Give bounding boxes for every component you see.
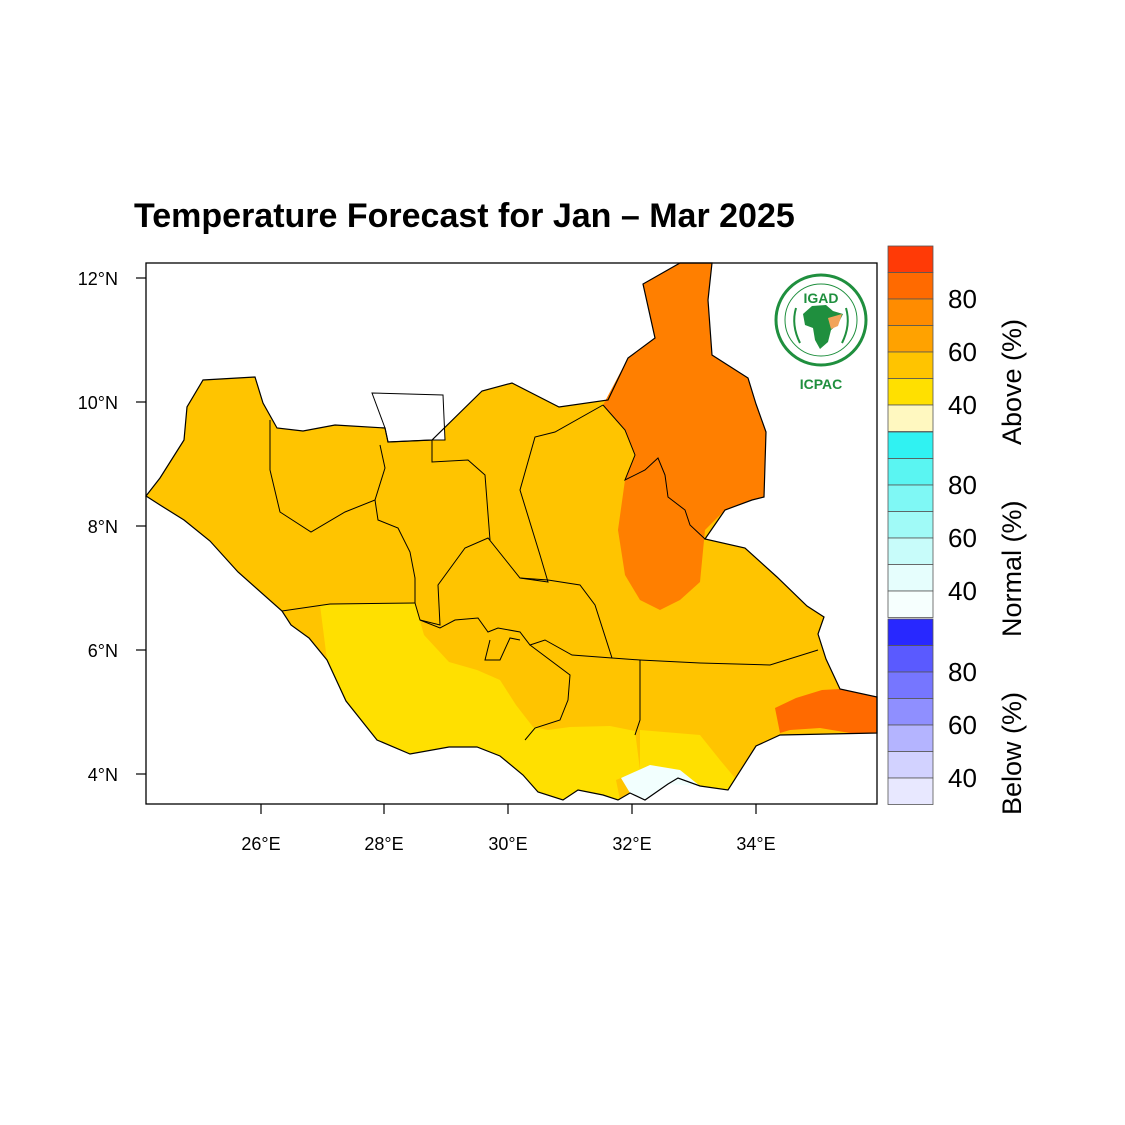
above-40-region-southeast [640, 730, 735, 790]
legend-tick-label: 60 [948, 710, 977, 740]
legend-tick-label: 40 [948, 576, 977, 606]
legend-color-cell [887, 618, 934, 646]
lat-tick-label: 10°N [78, 393, 118, 413]
normal-40-region [621, 765, 700, 800]
legend-color-cell [887, 751, 934, 779]
legend-below-label: Below (%) [997, 692, 1027, 815]
longitude-axis [260, 804, 757, 814]
legend-color-cell [887, 564, 934, 592]
legend-color-cell [887, 431, 934, 459]
legend-color-cell [887, 511, 934, 539]
lat-tick-label: 12°N [78, 269, 118, 289]
laurel-right-icon [841, 307, 849, 344]
legend: 80 60 40 80 60 40 80 60 40 [887, 245, 977, 805]
latitude-axis [136, 277, 146, 775]
legend-color-cell [887, 325, 934, 353]
legend-tick-label: 80 [948, 657, 977, 687]
legend-color-cell [887, 484, 934, 512]
legend-color-cell [887, 698, 934, 726]
legend-tick-label: 80 [948, 284, 977, 314]
lon-tick-label: 26°E [241, 834, 280, 854]
legend-color-cell [887, 351, 934, 379]
lat-tick-label: 6°N [88, 641, 118, 661]
africa-map-icon [803, 305, 843, 349]
lat-tick-label: 8°N [88, 517, 118, 537]
legend-color-cell [887, 724, 934, 752]
legend-color-cell [887, 777, 934, 805]
laurel-left-icon [793, 307, 801, 344]
lon-tick-label: 32°E [612, 834, 651, 854]
above-40-region-southwest [320, 603, 640, 800]
legend-color-cell [887, 671, 934, 699]
legend-color-cell [887, 458, 934, 486]
lat-tick-label: 4°N [88, 765, 118, 785]
lon-tick-label: 34°E [736, 834, 775, 854]
logo-igad-text: IGAD [804, 290, 839, 306]
above-70-region-southeast [775, 689, 877, 733]
above-65-region-northeast [603, 263, 766, 610]
legend-tick-label: 40 [948, 390, 977, 420]
lon-tick-label: 30°E [488, 834, 527, 854]
horn-of-africa-icon [828, 314, 842, 329]
legend-color-cell [887, 245, 934, 273]
legend-normal-label: Normal (%) [997, 500, 1027, 637]
logo-icpac-text: ICPAC [800, 376, 843, 392]
legend-tick-label: 40 [948, 763, 977, 793]
country-border [145, 262, 878, 801]
legend-color-cell [887, 404, 934, 432]
lon-tick-label: 28°E [364, 834, 403, 854]
legend-color-cell [887, 378, 934, 406]
legend-above-label: Above (%) [997, 319, 1027, 445]
legend-color-cell [887, 272, 934, 300]
legend-color-cell [887, 298, 934, 326]
legend-color-cell [887, 590, 934, 618]
map-area [145, 262, 878, 805]
state-boundaries [269, 404, 819, 741]
legend-color-cell [887, 537, 934, 565]
legend-tick-label: 60 [948, 523, 977, 553]
map-frame [145, 262, 878, 805]
legend-tick-label: 60 [948, 337, 977, 367]
legend-color-cell [887, 645, 934, 673]
igad-icpac-logo: IGAD ICPAC [774, 273, 868, 392]
legend-tick-label: 80 [948, 470, 977, 500]
map-title: Temperature Forecast for Jan – Mar 2025 [134, 197, 795, 235]
